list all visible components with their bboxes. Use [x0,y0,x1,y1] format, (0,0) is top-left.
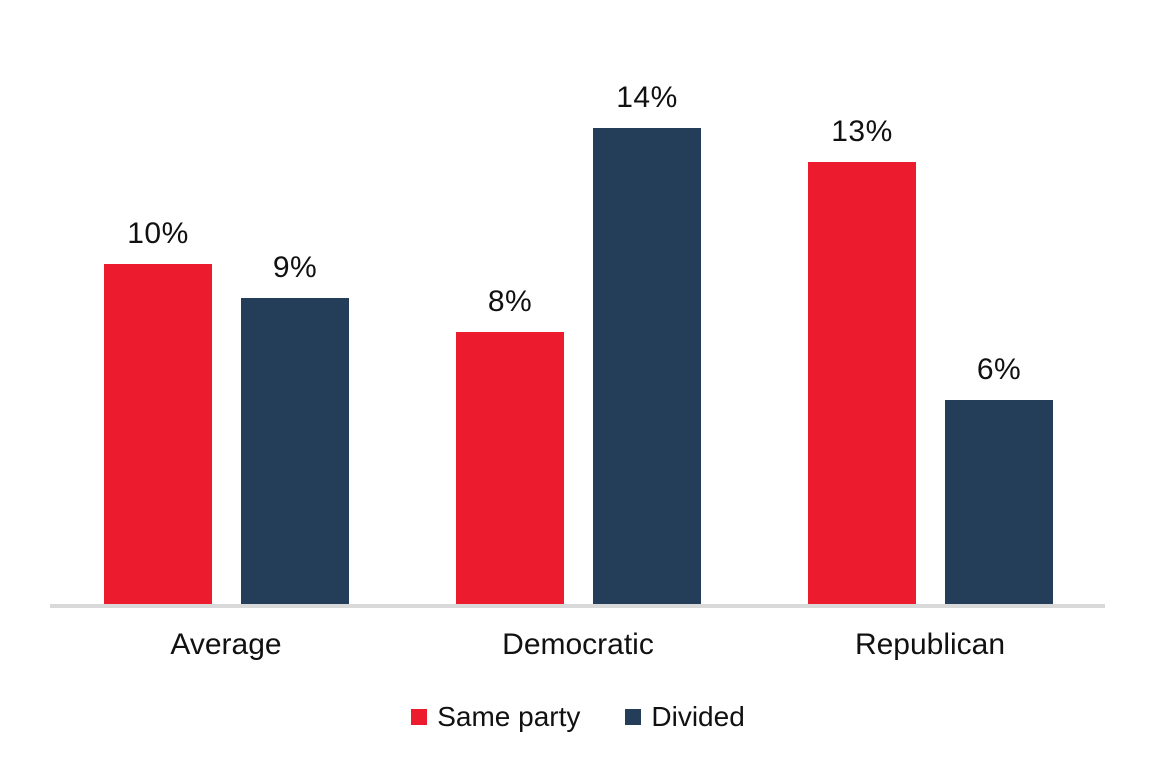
bar-republican-divided [945,400,1053,604]
legend-swatch-divided [625,709,642,725]
bar-value-label-republican-same-party: 13% [831,115,893,148]
bar-average-same-party [104,264,212,604]
bar-democratic-same-party [456,332,564,604]
x-axis-line [50,604,1105,608]
bar-average-divided [241,298,349,604]
bar-value-label-democratic-same-party: 8% [487,285,533,318]
legend-item-same-party: Same party [411,701,580,733]
x-axis-label-average: Average [170,628,282,661]
legend-swatch-same-party [411,709,428,725]
bar-value-label-republican-divided: 6% [976,353,1022,386]
bar-democratic-divided [593,128,701,604]
legend: Same party Divided [0,701,1156,733]
bar-republican-same-party [808,162,916,604]
legend-label-divided: Divided [651,701,745,732]
bar-value-label-average-divided: 9% [272,251,318,284]
bar-value-label-average-same-party: 10% [127,217,189,250]
legend-label-same-party: Same party [437,701,581,732]
legend-item-divided: Divided [625,701,745,733]
x-axis-label-democratic: Democratic [502,628,654,661]
x-axis-label-republican: Republican [854,628,1006,661]
bar-value-label-democratic-divided: 14% [616,81,678,114]
